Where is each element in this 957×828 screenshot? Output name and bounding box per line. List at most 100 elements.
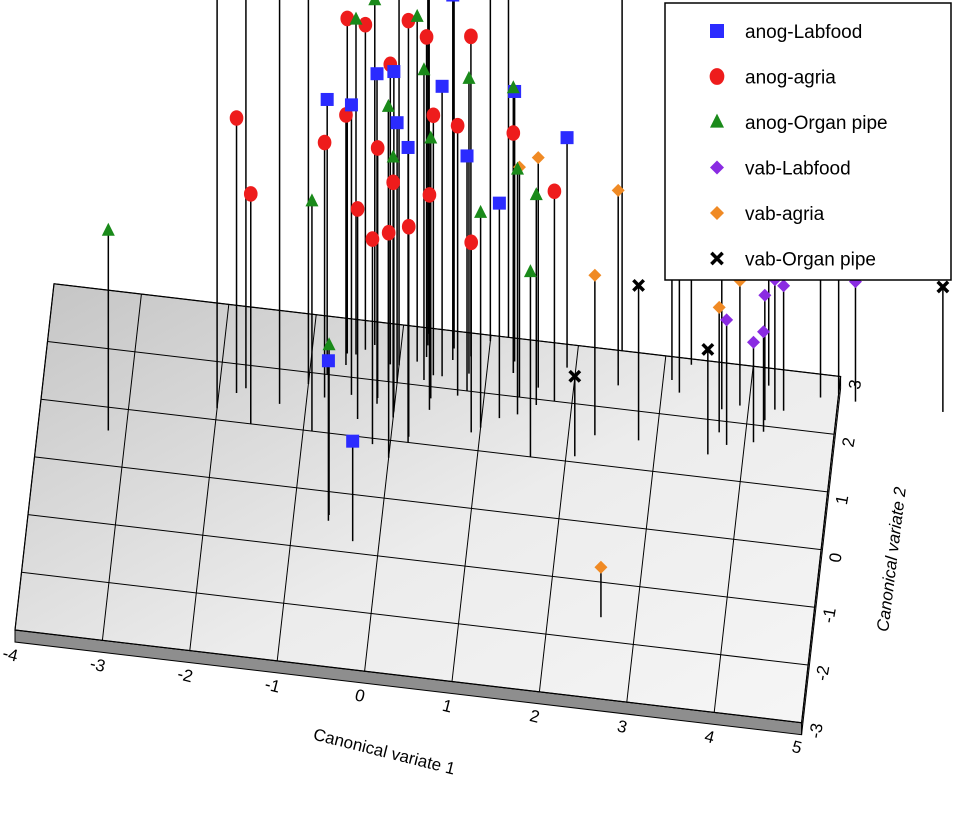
- anog-agria-marker: [370, 140, 385, 156]
- legend: anog-Labfood anog-agria anog-Organ pipe vab…: [664, 2, 952, 281]
- legend-label: anog-Labfood: [745, 22, 862, 43]
- anog-organ-pipe-marker: [529, 187, 543, 201]
- vab-organ-pipe-marker: [632, 278, 646, 292]
- legend-box: [664, 2, 952, 281]
- anog-labfood-marker: [492, 196, 506, 210]
- vab-agria-marker: [588, 268, 602, 282]
- anog-labfood-marker: [387, 65, 401, 79]
- anog-organ-pipe-marker: [511, 161, 525, 175]
- floor-plane: [14, 283, 842, 736]
- x-tick-label: 5: [790, 737, 804, 758]
- vab-agria-marker: [531, 151, 545, 165]
- y-tick-label: 0: [826, 551, 846, 564]
- floor-grid: [14, 283, 842, 724]
- anog-labfood-marker: [401, 140, 415, 154]
- anog-organ-pipe-marker: [381, 98, 395, 112]
- anog-agria-marker: [401, 12, 416, 29]
- anog-agria-marker: [317, 134, 332, 151]
- vab-labfood-marker: [746, 335, 760, 349]
- anog-agria-marker: [350, 201, 365, 217]
- anog-agria-marker: [506, 125, 521, 141]
- legend-label: vab-Labfood: [745, 159, 851, 180]
- vab-labfood-marker: [777, 279, 791, 293]
- stems: [107, 0, 944, 618]
- anog-agria-marker: [243, 186, 258, 202]
- anog-labfood-marker: [460, 149, 474, 163]
- y-tick-label: 3: [845, 378, 865, 391]
- y-tick-label: -1: [819, 606, 840, 624]
- anog-labfood-marker: [346, 434, 360, 448]
- anog-agria-marker: [547, 183, 562, 200]
- vab-labfood-marker: [758, 288, 772, 302]
- gridline-y: [40, 398, 828, 493]
- anog-agria-marker: [365, 231, 380, 247]
- vab-organ-pipe-marker: [568, 369, 582, 383]
- gridline-y: [14, 629, 802, 724]
- vab-agria-marker: [712, 300, 726, 314]
- y-tick-label: -3: [806, 722, 827, 740]
- legend-vab-organ-pipe-marker: [710, 251, 724, 266]
- anog-organ-pipe-marker: [386, 149, 400, 163]
- vab-organ-pipe-marker: [936, 280, 950, 294]
- legend-label: anog-Organ pipe: [745, 113, 888, 134]
- x-tick-label: 0: [353, 686, 367, 707]
- vab-labfood-marker: [757, 325, 771, 339]
- anog-agria-marker: [381, 224, 396, 241]
- anog-organ-pipe-marker: [101, 222, 115, 236]
- anog-labfood-marker: [446, 0, 460, 2]
- anog-organ-pipe-marker: [349, 11, 363, 25]
- anog-labfood-marker: [390, 116, 404, 130]
- y-tick-label: 1: [832, 494, 852, 507]
- x-tick-label: 2: [528, 706, 542, 727]
- anog-organ-pipe-marker: [368, 0, 382, 6]
- vab-organ-pipe-marker: [701, 342, 715, 356]
- anog-agria-marker: [422, 187, 437, 203]
- legend-vab-labfood-marker: [710, 160, 724, 175]
- x-tick-label: -3: [88, 654, 107, 676]
- anog-organ-pipe-marker: [322, 337, 336, 351]
- anog-labfood-marker: [320, 92, 334, 106]
- y-tick-label: 2: [839, 436, 859, 449]
- anog-labfood-marker: [435, 79, 449, 93]
- anog-agria-marker: [358, 16, 373, 33]
- anog-agria-marker: [464, 234, 479, 251]
- anog-organ-pipe-marker: [410, 8, 424, 22]
- legend-vab-agria-marker: [710, 206, 724, 220]
- y-axis-title: Canonical variate 2: [873, 485, 910, 632]
- legend-label: vab-agria: [745, 204, 825, 225]
- anog-agria-marker: [386, 174, 401, 191]
- gridline-y: [21, 571, 809, 666]
- gridline-y: [53, 283, 841, 377]
- anog-organ-pipe-marker: [424, 130, 438, 144]
- legend-anog-labfood-marker: [710, 24, 724, 38]
- legend-anog-agria-marker: [709, 68, 725, 85]
- legend-label: anog-agria: [745, 68, 836, 89]
- anog-agria-marker: [419, 29, 434, 45]
- anog-organ-pipe-marker: [474, 204, 488, 218]
- anog-labfood-marker: [560, 131, 574, 145]
- y-tick-label: -2: [812, 664, 833, 682]
- anog-labfood-marker: [370, 67, 384, 81]
- x-tick-label: -4: [1, 644, 20, 666]
- gridline-y: [27, 514, 815, 608]
- anog-organ-pipe-marker: [462, 70, 476, 84]
- x-tick-label: 1: [440, 696, 454, 717]
- anog-organ-pipe-marker: [523, 264, 537, 278]
- x-tick-label: 3: [615, 716, 629, 737]
- vab-labfood-marker: [720, 313, 734, 327]
- anog-agria-marker: [229, 110, 244, 126]
- gridline-y: [34, 456, 822, 551]
- anog-organ-pipe-marker: [506, 80, 520, 94]
- anog-agria-marker: [401, 218, 416, 235]
- vab-agria-marker: [594, 560, 608, 574]
- anog-agria-marker: [464, 28, 478, 45]
- vab-agria-marker: [611, 183, 625, 197]
- legend-anog-organ-pipe-marker: [710, 113, 724, 128]
- anog-labfood-marker: [344, 98, 358, 112]
- gridline-y: [47, 341, 835, 435]
- x-tick-label: -2: [175, 664, 194, 686]
- anog-agria-marker: [450, 117, 465, 134]
- legend-label: vab-Organ pipe: [745, 250, 876, 271]
